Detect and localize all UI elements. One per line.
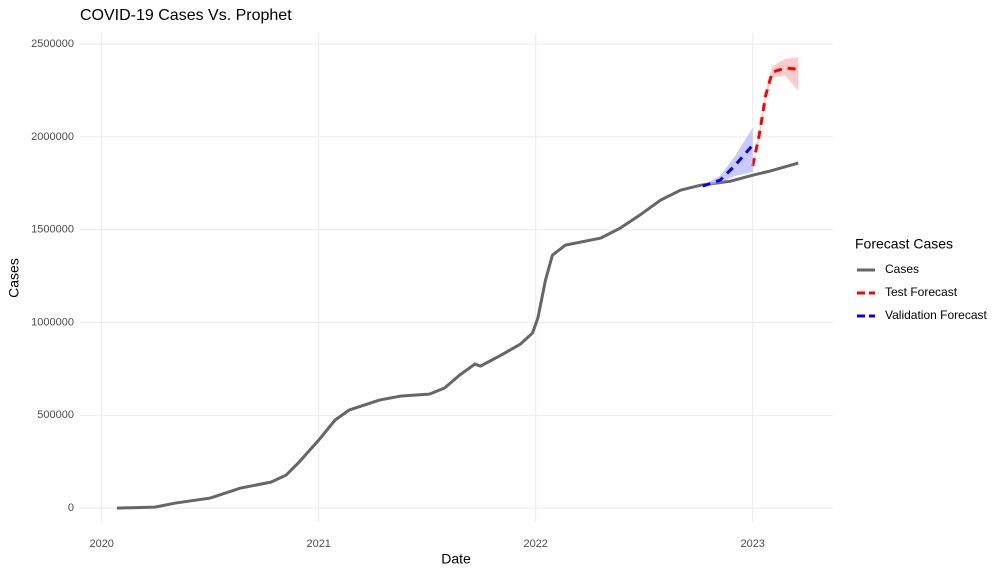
legend-label: Test Forecast (885, 285, 958, 299)
legend-title: Forecast Cases (855, 236, 953, 252)
legend-label: Cases (885, 262, 919, 276)
confidence-band (702, 127, 753, 188)
series-line (702, 144, 754, 188)
y-tick-label: 0 (68, 502, 74, 514)
x-tick-label: 2021 (306, 538, 330, 550)
y-axis-label: Cases (6, 258, 22, 298)
series-line (751, 66, 799, 167)
y-tick-label: 1000000 (31, 316, 74, 328)
legend-label: Validation Forecast (885, 308, 987, 322)
y-tick-label: 2000000 (31, 131, 74, 143)
series-line (116, 161, 799, 510)
y-tick-label: 1500000 (31, 224, 74, 236)
confidence-band (752, 57, 799, 169)
y-tick-label: 2500000 (31, 38, 74, 50)
x-tick-label: 2022 (523, 538, 547, 550)
y-tick-label: 500000 (37, 409, 74, 421)
chart-title: COVID-19 Cases Vs. Prophet (80, 7, 292, 24)
x-tick-label: 2020 (89, 538, 113, 550)
x-tick-label: 2023 (740, 538, 764, 550)
x-axis-label: Date (441, 551, 471, 567)
